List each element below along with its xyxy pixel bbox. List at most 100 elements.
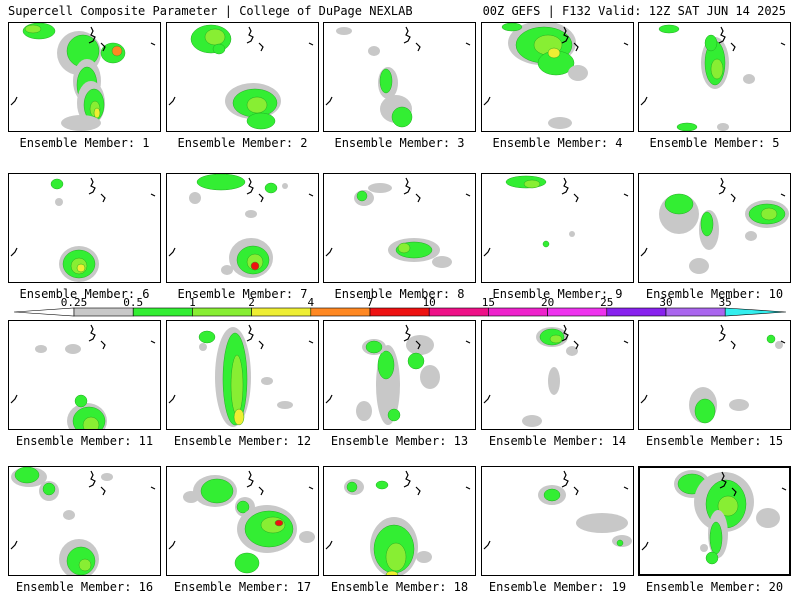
ensemble-member-map-panel[interactable] [166,22,319,132]
scp-contour-area [76,263,86,273]
ensemble-member-map-panel[interactable] [8,22,161,132]
coastline-outline [561,26,569,44]
scp-contour-area [65,344,81,354]
coastline-outline [415,42,421,52]
ensemble-member-map-panel[interactable] [481,22,634,132]
ensemble-member-label: Ensemble Member: 1 [19,136,150,150]
scp-contour-area [379,68,393,94]
scp-field-map [168,470,315,574]
ensemble-member-label: Ensemble Member: 16 [15,580,154,594]
coastline-outline [325,394,333,404]
scp-contour-area [760,207,778,221]
legend-color-swatch [73,307,134,317]
scp-field-map [10,324,156,429]
scp-contour-area [198,330,216,344]
ensemble-member-label: Ensemble Member: 8 [334,287,465,301]
ensemble-member-label: Ensemble Member: 14 [488,434,627,448]
ensemble-member-map-panel[interactable] [323,173,476,283]
scp-contour-area [246,96,268,114]
coastline-outline [561,177,569,195]
scp-contour-area [700,544,708,552]
coastline-outline [88,470,96,488]
coastline-outline [573,486,579,496]
ensemble-member-map-panel[interactable] [638,320,791,430]
scp-contour-area [35,345,47,353]
ensemble-member-map-panel[interactable] [638,466,791,576]
coastline-outline [465,340,471,344]
ensemble-member-map-panel[interactable] [481,320,634,430]
coastline-outline [623,486,629,490]
legend-tick-label: 30 [659,296,672,309]
scp-contour-area [566,346,578,356]
coastline-outline [168,96,176,106]
color-scale-legend: 0.25 0.5 1 2 4 7 10 15 20 25 30 35 [13,296,787,317]
scp-contour-area [766,334,776,344]
coastline-outline [403,324,411,342]
legend-under-arrow [13,307,75,317]
scp-contour-area [264,182,278,194]
scp-contour-area [74,394,88,408]
scp-contour-area [212,43,226,55]
scp-field-map [640,324,786,424]
coastline-outline [10,96,18,106]
coastline-outline [258,42,264,52]
scp-contour-area [233,408,245,426]
scp-contour-area [548,117,572,129]
ensemble-member-map-panel[interactable] [638,173,791,283]
scp-field-map [10,177,156,282]
ensemble-member-map-panel[interactable] [8,320,161,430]
scp-contour-area [368,46,380,56]
scp-field-map [483,23,629,129]
coastline-outline [308,193,314,197]
ensemble-member-map-panel[interactable] [323,22,476,132]
scp-contour-area [356,401,372,421]
legend-tick-label: 25 [600,296,613,309]
legend-color-swatch [547,307,608,317]
ensemble-member-map-panel[interactable] [323,466,476,576]
ensemble-member-label: Ensemble Member: 10 [645,287,784,301]
scp-contour-area [55,198,63,206]
ensemble-member-map-panel[interactable] [166,320,319,430]
scp-contour-area [93,107,101,119]
coastline-outline [730,193,736,203]
coastline-outline [415,193,421,203]
legend-tick-label: 0.25 [61,296,88,309]
ensemble-member-map-panel[interactable] [166,466,319,576]
scp-contour-area [523,179,541,189]
coastline-outline [168,540,176,550]
ensemble-member-label: Ensemble Member: 17 [173,580,312,594]
ensemble-member-map-panel[interactable] [323,320,476,430]
scp-field-map [483,175,629,257]
legend-color-swatch [606,307,667,317]
coastline-outline [246,177,254,195]
coastline-outline [719,471,727,489]
coastline-outline [168,247,176,257]
coastline-outline [573,42,579,52]
coastline-outline [88,177,96,195]
legend-tick-label: 15 [482,296,495,309]
coastline-outline [561,324,569,342]
ensemble-member-map-panel[interactable] [166,173,319,283]
ensemble-member-map-panel[interactable] [8,173,161,283]
scp-field-map [325,324,471,425]
scp-contour-area [101,473,113,481]
coastline-outline [10,394,18,404]
legend-tick-label: 20 [541,296,554,309]
scp-contour-area [501,23,523,32]
scp-contour-area [385,542,407,572]
ensemble-member-map-panel[interactable] [481,173,634,283]
coastline-outline [258,340,264,350]
ensemble-member-map-panel[interactable] [481,466,634,576]
ensemble-member-map-panel[interactable] [8,466,161,576]
ensemble-member-map-panel[interactable] [638,22,791,132]
scp-contour-area [221,265,233,275]
coastline-outline [465,193,471,197]
scp-contour-area [375,480,389,490]
scp-contour-area [336,27,352,35]
coastline-outline [718,177,726,195]
legend-color-swatch [132,307,193,317]
coastline-outline [465,42,471,46]
ensemble-member-label: Ensemble Member: 13 [330,434,469,448]
scp-contour-area [199,343,207,351]
